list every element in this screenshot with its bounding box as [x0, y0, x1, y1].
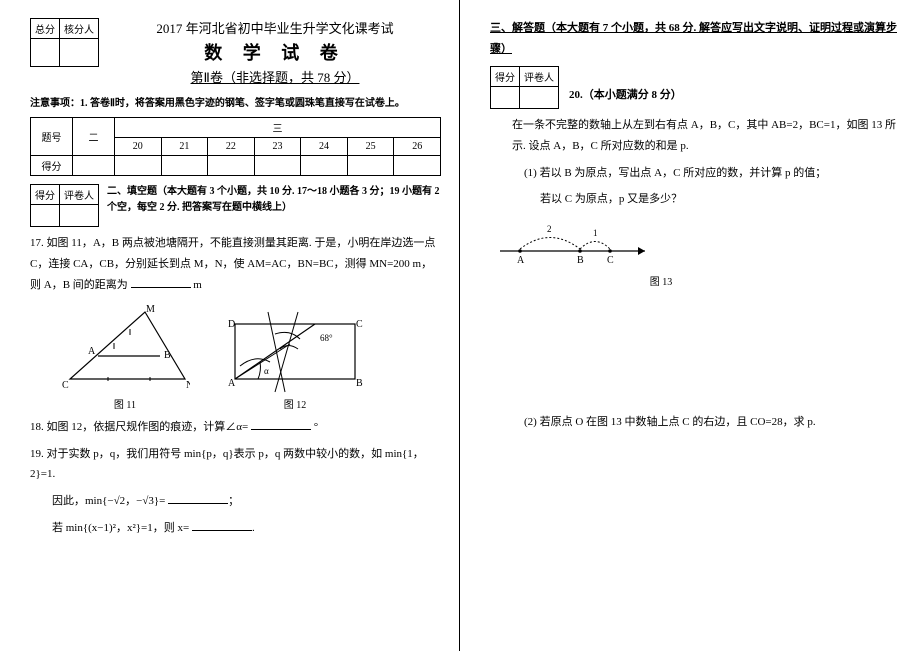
q19c-text: 若 min{(x−1)²，x²}=1，则 x=: [52, 522, 189, 534]
th-number: 题号: [31, 118, 73, 156]
svg-text:A: A: [88, 346, 96, 357]
q19c-blank: [192, 519, 252, 531]
svg-text:B: B: [164, 350, 171, 361]
figure-11: M A B C N 图 11: [60, 304, 190, 411]
score-label: 得分: [491, 66, 520, 86]
col-22: 22: [208, 138, 255, 156]
section-two-row: 得分 评卷人 二、填空题（本大题有 3 个小题，共 10 分. 17～18 小题…: [30, 184, 441, 227]
question-score-table: 题号 二 三 20 21 22 23 24 25 26 得分: [30, 117, 441, 176]
svg-text:A: A: [517, 255, 525, 266]
subtitle: 第Ⅱ卷（非选择题，共 78 分）: [109, 67, 441, 86]
svg-text:1: 1: [593, 228, 598, 238]
page-right: 三、解答题（本大题有 7 个小题，共 68 分. 解答应写出文字说明、证明过程或…: [460, 0, 920, 651]
q20-1b: 若以 C 为原点，p 又是多少？: [490, 189, 902, 210]
q20-2: (2) 若原点 O 在图 13 中数轴上点 C 的右边，且 CO=28，求 p.: [490, 412, 902, 433]
th-three: 三: [115, 118, 441, 138]
col-26: 26: [394, 138, 441, 156]
col-24: 24: [301, 138, 348, 156]
th-two: 二: [73, 118, 115, 156]
q18-unit: °: [314, 421, 318, 433]
svg-text:B: B: [577, 255, 584, 266]
q17-text: 17. 如图 11，A，B 两点被池塘隔开，不能直接测量其距离. 于是，小明在岸…: [30, 237, 435, 291]
col-23: 23: [254, 138, 301, 156]
svg-text:C: C: [356, 319, 363, 330]
q18: 18. 如图 12，依据尺规作图的痕迹，计算∠α= °: [30, 417, 441, 438]
fig12-svg: D C A B α 68°: [220, 304, 370, 394]
q17: 17. 如图 11，A，B 两点被池塘隔开，不能直接测量其距离. 于是，小明在岸…: [30, 233, 441, 296]
svg-text:A: A: [228, 378, 236, 389]
q20-title: 20.（本小题满分 8 分）: [569, 66, 902, 102]
q20-1a: (1) 若以 B 为原点，写出点 A，C 所对应的数，并计算 p 的值；: [490, 163, 902, 184]
grader-label: 评卷人: [60, 185, 99, 205]
q17-blank: [131, 276, 191, 288]
figure-13: 2 1 A B C 图 13: [490, 216, 882, 288]
section-three-header: 三、解答题（本大题有 7 个小题，共 68 分. 解答应写出文字说明、证明过程或…: [490, 18, 902, 60]
q18-text: 18. 如图 12，依据尺规作图的痕迹，计算∠α=: [30, 421, 248, 433]
col-21: 21: [161, 138, 208, 156]
fig11-label: 图 11: [60, 396, 190, 411]
header-row: 总分 核分人 2017 年河北省初中毕业生升学文化课考试 数 学 试 卷 第Ⅱ卷…: [30, 18, 441, 86]
figure-12: D C A B α 68° 图 12: [220, 304, 370, 411]
section-score-box: 得分 评卷人: [30, 184, 99, 227]
q19c: 若 min{(x−1)²，x²}=1，则 x= .: [30, 518, 441, 539]
workspace-1: [490, 292, 902, 412]
main-title: 2017 年河北省初中毕业生升学文化课考试: [109, 18, 441, 37]
svg-text:M: M: [146, 304, 155, 315]
fig13-svg: 2 1 A B C: [490, 216, 660, 271]
col-25: 25: [347, 138, 394, 156]
total-score-box: 总分 核分人: [30, 18, 99, 67]
q19b-text: 因此，min{−√2，−√3}=: [52, 495, 165, 507]
q20-header-row: 得分 评卷人 20.（本小题满分 8 分）: [490, 66, 902, 109]
grader-label: 评卷人: [520, 66, 559, 86]
q17-unit: m: [193, 279, 202, 291]
title-block: 2017 年河北省初中毕业生升学文化课考试 数 学 试 卷 第Ⅱ卷（非选择题，共…: [109, 18, 441, 86]
q19b-blank: [168, 492, 228, 504]
score-label-total: 总分: [31, 19, 60, 39]
q19a: 19. 对于实数 p，q，我们用符号 min{p，q}表示 p，q 两数中较小的…: [30, 444, 441, 486]
fig11-svg: M A B C N: [60, 304, 190, 394]
svg-text:α: α: [264, 366, 269, 376]
svg-text:B: B: [356, 378, 363, 389]
section-two-text: 二、填空题（本大题有 3 个小题，共 10 分. 17～18 小题各 3 分；1…: [107, 184, 441, 216]
q18-blank: [251, 418, 311, 430]
figure-row: M A B C N 图 11 D C A B: [60, 304, 441, 411]
page-left: 总分 核分人 2017 年河北省初中毕业生升学文化课考试 数 学 试 卷 第Ⅱ卷…: [0, 0, 460, 651]
score-label: 得分: [31, 185, 60, 205]
svg-text:C: C: [62, 380, 69, 391]
fig12-label: 图 12: [220, 396, 370, 411]
col-20: 20: [115, 138, 162, 156]
th-score: 得分: [31, 156, 73, 176]
svg-text:68°: 68°: [320, 333, 333, 343]
fig13-label: 图 13: [490, 273, 832, 288]
q20-score-box: 得分 评卷人: [490, 66, 559, 109]
q20-intro: 在一条不完整的数轴上从左到右有点 A，B，C，其中 AB=2，BC=1，如图 1…: [490, 115, 902, 157]
svg-text:2: 2: [547, 224, 552, 234]
svg-text:N: N: [186, 380, 190, 391]
svg-text:C: C: [607, 255, 614, 266]
svg-text:D: D: [228, 319, 235, 330]
score-label-checker: 核分人: [60, 19, 99, 39]
paper-title: 数 学 试 卷: [109, 39, 441, 65]
q19b: 因此，min{−√2，−√3}= ；: [30, 491, 441, 512]
notice-text: 注意事项：1. 答卷Ⅱ时，将答案用黑色字迹的钢笔、签字笔或圆珠笔直接写在试卷上。: [30, 94, 441, 109]
